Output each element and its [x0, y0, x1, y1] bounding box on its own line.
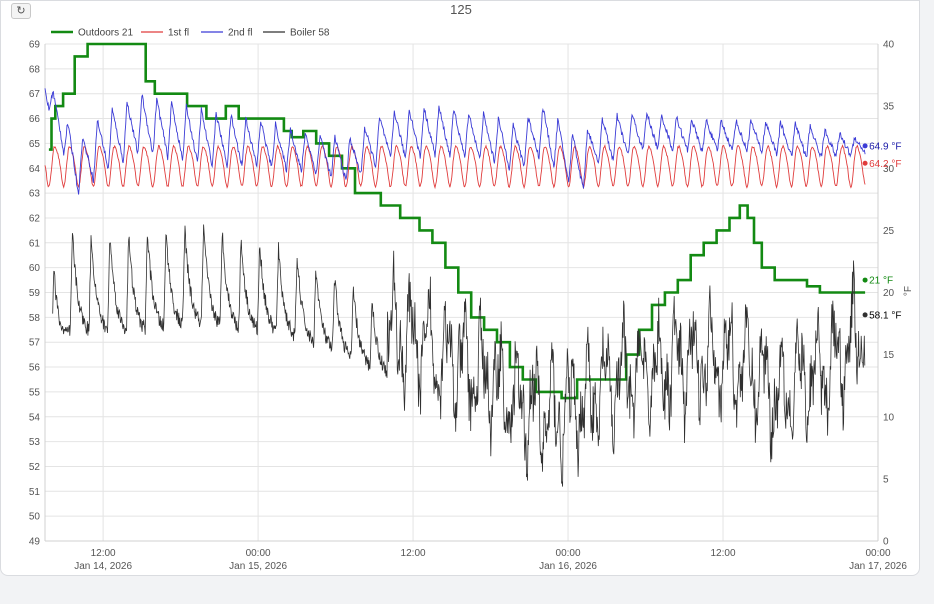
y-left-tick-label: 57	[29, 338, 41, 349]
y-left-tick-label: 53	[29, 437, 41, 448]
y-left-tick-label: 66	[29, 114, 41, 125]
series-end-label-1st-fl: 64.2 °F	[869, 159, 901, 170]
y-left-tick-label: 69	[29, 40, 41, 51]
y-axis-left: 49 50 51 52 53 54 55 56 57 58 59 60 61 62 63 64 65 66 67 68…	[29, 40, 41, 548]
series-line-boiler	[52, 224, 866, 487]
x-axis: 12:00 Jan 14, 2026 00:00 Jan 15, 2026 12:00 0…	[74, 548, 907, 572]
x-tick-label: 00:00	[865, 548, 890, 559]
x-tick-label: 12:00	[401, 548, 426, 559]
y-left-tick-label: 64	[29, 164, 41, 175]
series-end-marker-1st-fl	[862, 160, 868, 166]
legend-item-label: 2nd fl	[228, 28, 252, 39]
series-end-marker-2nd-fl	[862, 143, 868, 149]
x-tick-label: 00:00	[246, 548, 271, 559]
legend: Outdoors 21 1st fl 2nd fl Boiler 58	[51, 28, 330, 39]
refresh-icon[interactable]: ↻	[11, 3, 31, 19]
y-right-tick-label: 40	[883, 40, 895, 51]
y-right-tick-label: 25	[883, 226, 895, 237]
y-left-tick-label: 55	[29, 387, 41, 398]
y-left-tick-label: 56	[29, 363, 41, 374]
series-line-1st-fl	[44, 144, 866, 190]
y-left-tick-label: 59	[29, 288, 41, 299]
y-left-tick-label: 54	[29, 412, 41, 423]
x-tick-date-label: Jan 14, 2026	[74, 561, 132, 572]
x-tick-date-label: Jan 15, 2026	[229, 561, 287, 572]
x-tick-label: 12:00	[91, 548, 116, 559]
y-right-tick-label: 0	[883, 537, 889, 548]
y-left-tick-label: 67	[29, 89, 41, 100]
x-tick-label: 12:00	[711, 548, 736, 559]
series-end-label-2nd-fl: 64.9 °F	[869, 141, 901, 152]
y-right-tick-label: 20	[883, 288, 895, 299]
y-left-tick-label: 68	[29, 64, 41, 75]
y-axis-right: 0 5 10 15 20 25 30 35 40 °F	[883, 40, 914, 548]
x-tick-date-label: Jan 17, 2026	[849, 561, 907, 572]
x-tick-label: 00:00	[556, 548, 581, 559]
series-end-label-outdoors: 21 °F	[869, 276, 893, 287]
legend-item-label: 1st fl	[168, 28, 189, 39]
chart-card: ↻ 125 49 50 51 52 53 54 55 56 57 58 59 60 61 62 63 64 65…	[0, 0, 920, 576]
series-line-outdoors	[48, 42, 866, 400]
y-left-tick-label: 52	[29, 462, 41, 473]
y-right-axis-label: °F	[903, 286, 914, 296]
y-left-tick-label: 60	[29, 263, 41, 274]
y-right-tick-label: 10	[883, 412, 895, 423]
legend-item-label: Outdoors 21	[78, 28, 133, 39]
y-right-tick-label: 35	[883, 102, 895, 113]
y-right-tick-label: 30	[883, 164, 895, 175]
y-left-tick-label: 50	[29, 512, 41, 523]
legend-item-label: Boiler 58	[290, 28, 330, 39]
series-end-marker-outdoors	[862, 277, 868, 283]
series-end-label-boiler: 58.1 °F	[869, 310, 901, 321]
series-line-2nd-fl	[44, 88, 866, 195]
y-left-tick-label: 58	[29, 313, 41, 324]
line-chart: 4950515253545556575859606162636465666768…	[29, 28, 914, 573]
y-left-tick-label: 63	[29, 189, 41, 200]
y-left-tick-label: 51	[29, 487, 41, 498]
y-right-tick-label: 15	[883, 350, 895, 361]
y-left-tick-label: 65	[29, 139, 41, 150]
series-layer: 21 °F 64.2 °F 64.9 °F 58.1 °F	[44, 42, 901, 487]
x-tick-date-label: Jan 16, 2026	[539, 561, 597, 572]
y-right-tick-label: 5	[883, 474, 889, 485]
chart-title: 125	[450, 2, 472, 17]
y-left-tick-label: 49	[29, 537, 41, 548]
y-left-tick-label: 62	[29, 213, 41, 224]
y-left-tick-label: 61	[29, 238, 41, 249]
series-end-marker-boiler	[862, 312, 868, 318]
